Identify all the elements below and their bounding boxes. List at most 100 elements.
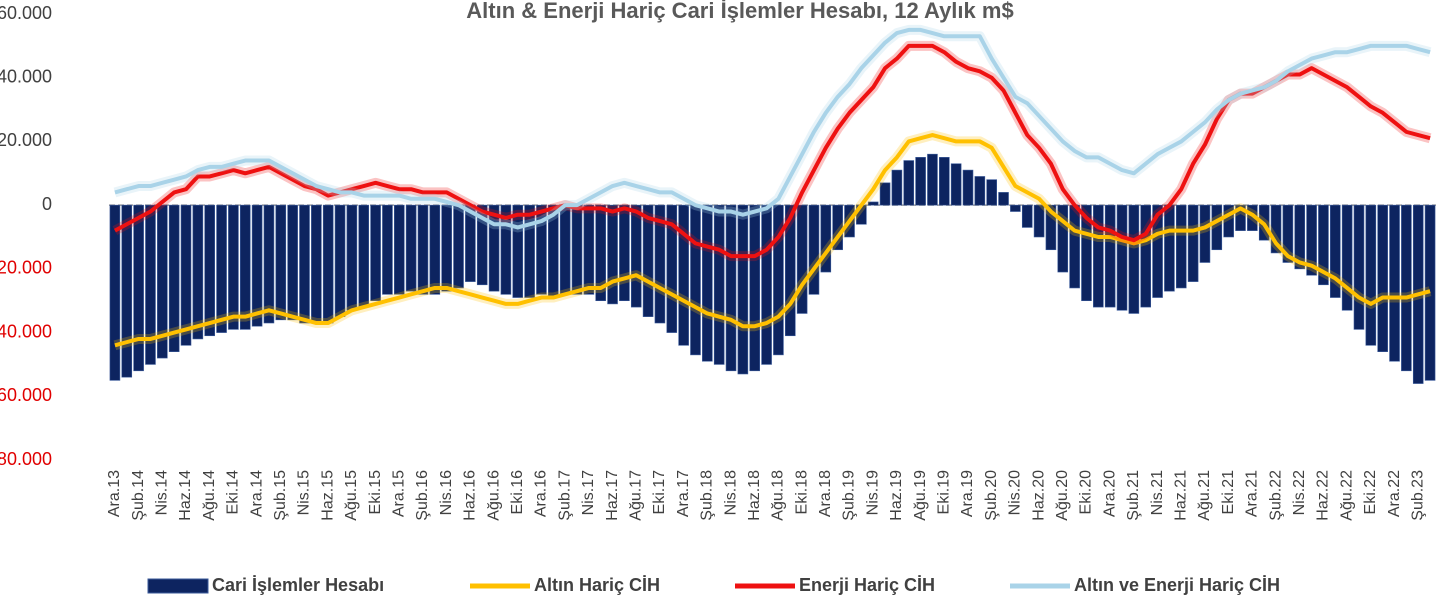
bar: [133, 204, 144, 372]
bar: [1223, 204, 1234, 238]
x-tick-label: Eki.21: [1220, 470, 1237, 515]
x-tick-label: Ağu.20: [1054, 470, 1071, 521]
bar: [879, 182, 891, 206]
x-tick-label: Nis.15: [296, 470, 313, 515]
bar: [737, 204, 749, 375]
bar: [820, 204, 832, 273]
bar: [619, 204, 630, 302]
x-tick-label: Ara.15: [391, 470, 408, 517]
bar: [405, 204, 417, 292]
bar: [239, 204, 251, 330]
bar: [488, 204, 500, 292]
bar: [346, 204, 358, 311]
bar: [678, 204, 689, 346]
x-tick-label: Ağu.16: [485, 470, 502, 521]
y-tick-label: 20.000: [0, 130, 52, 150]
bar: [168, 204, 180, 352]
bar: [1330, 204, 1341, 298]
bar: [903, 160, 915, 206]
bar: [1057, 204, 1069, 273]
bar: [441, 204, 452, 292]
bar: [571, 204, 583, 295]
bar: [512, 204, 524, 298]
y-tick-label: -40.000: [0, 321, 52, 341]
bar: [950, 163, 962, 206]
x-tick-label: Ara.14: [248, 470, 265, 517]
bar: [358, 204, 370, 308]
bar: [216, 204, 227, 333]
bar: [370, 204, 381, 302]
x-tick-label: Nis.20: [1007, 470, 1024, 515]
x-tick-label: Haz.17: [604, 470, 621, 521]
y-tick-label: -60.000: [0, 385, 52, 405]
x-tick-label: Haz.22: [1315, 470, 1332, 521]
x-tick-label: Haz.16: [462, 470, 479, 521]
bar: [192, 204, 204, 340]
bar: [607, 204, 618, 305]
bar: [322, 204, 334, 324]
bar: [536, 204, 547, 295]
x-tick-label: Ara.21: [1244, 470, 1261, 517]
x-tick-label: Şub.20: [983, 470, 1000, 521]
bar: [998, 192, 1009, 206]
bar: [1033, 204, 1045, 238]
bar: [109, 204, 121, 381]
bar: [642, 204, 654, 317]
x-tick-label: Ara.20: [1101, 470, 1118, 517]
bar: [1010, 204, 1021, 212]
bar: [1211, 204, 1223, 251]
bar: [915, 157, 926, 206]
bar: [690, 204, 701, 356]
bar: [630, 204, 642, 308]
bar: [962, 169, 974, 206]
legend-label: Cari İşlemler Hesabı: [212, 575, 384, 595]
bar: [145, 204, 156, 365]
bar: [784, 204, 796, 337]
x-tick-label: Ağu.15: [343, 470, 360, 521]
bar: [180, 204, 192, 346]
bar: [867, 201, 879, 206]
bar: [583, 204, 595, 295]
bar: [429, 204, 441, 295]
bar: [1199, 204, 1211, 263]
bar: [204, 204, 215, 337]
bar: [1175, 204, 1187, 289]
x-tick-label: Haz.21: [1172, 470, 1189, 521]
x-tick-label: Nis.16: [438, 470, 455, 515]
x-tick-label: Eki.14: [225, 470, 242, 515]
bar: [1116, 204, 1128, 311]
bar: [1318, 204, 1329, 286]
chart-title: Altın & Enerji Hariç Cari İşlemler Hesab…: [466, 0, 1013, 23]
line: [114, 133, 1431, 348]
bar: [382, 204, 393, 295]
legend-label: Enerji Hariç CİH: [799, 575, 935, 595]
bar: [1021, 204, 1033, 228]
bar: [263, 204, 275, 324]
x-tick-label: Ağu.22: [1338, 470, 1355, 521]
bar: [1128, 204, 1140, 314]
legend-label: Altın ve Enerji Hariç CİH: [1074, 575, 1280, 595]
x-tick-label: Ağu.21: [1196, 470, 1213, 521]
bar: [1389, 204, 1400, 362]
x-tick-label: Şub.15: [272, 470, 289, 521]
x-tick-label: Nis.22: [1291, 470, 1308, 515]
x-tick-label: Ara.16: [533, 470, 550, 517]
y-tick-label: 60.000: [0, 3, 52, 23]
y-tick-label: 0: [42, 194, 52, 214]
bar: [1093, 204, 1104, 308]
bar: [1377, 204, 1388, 352]
bar: [939, 157, 950, 206]
x-tick-label: Şub.19: [841, 470, 858, 521]
bar: [749, 204, 761, 372]
bar: [1140, 204, 1151, 308]
bar: [453, 204, 464, 289]
bar: [287, 204, 298, 321]
bar: [702, 204, 713, 362]
bar: [1270, 204, 1282, 254]
bar: [1294, 204, 1306, 270]
x-tick-label: Şub.22: [1267, 470, 1284, 521]
bar: [1187, 204, 1199, 282]
x-tick-label: Ara.13: [106, 470, 123, 517]
